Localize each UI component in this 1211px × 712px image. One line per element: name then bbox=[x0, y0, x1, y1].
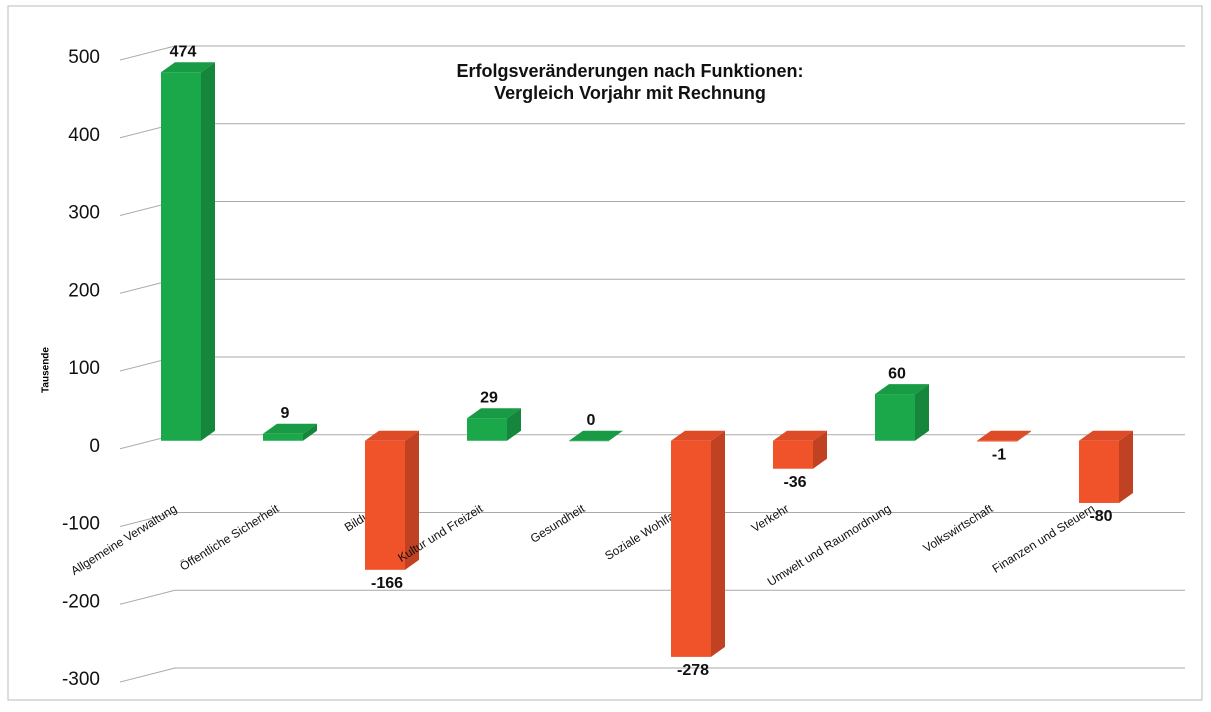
bar-front bbox=[1079, 440, 1119, 503]
y-tick-label: 500 bbox=[68, 47, 100, 68]
bar bbox=[569, 430, 623, 442]
y-axis-label: Tausende bbox=[41, 347, 52, 393]
grid-line-depth bbox=[119, 589, 176, 605]
value-label: 60 bbox=[888, 365, 906, 382]
x-tick-label: Volkswirtschaft bbox=[921, 501, 996, 555]
bar-side bbox=[915, 384, 929, 441]
x-tick-label: Gesundheit bbox=[528, 501, 588, 546]
chart-title: Erfolgsveränderungen nach Funktionen: bbox=[456, 61, 803, 81]
bar-top bbox=[569, 430, 623, 441]
bar bbox=[365, 430, 419, 570]
value-label: -278 bbox=[677, 662, 709, 679]
bar-front bbox=[977, 440, 1017, 442]
bar-side bbox=[1017, 430, 1031, 442]
value-label: -80 bbox=[1089, 508, 1112, 525]
y-tick-label: -300 bbox=[62, 669, 100, 690]
value-label: 9 bbox=[281, 405, 290, 422]
bar bbox=[977, 430, 1031, 442]
y-tick-label: 100 bbox=[68, 358, 100, 379]
y-tick-label: 200 bbox=[68, 280, 100, 301]
bar-top bbox=[875, 384, 929, 395]
bar-side bbox=[201, 62, 215, 441]
bar bbox=[1079, 430, 1133, 503]
grid-line-depth bbox=[119, 512, 176, 527]
bar-side bbox=[405, 430, 419, 570]
bar bbox=[161, 62, 215, 441]
bar-front bbox=[671, 440, 711, 657]
bar-side bbox=[813, 430, 827, 469]
bar-top bbox=[161, 62, 215, 73]
bar-front bbox=[161, 72, 201, 441]
y-tick-label: -100 bbox=[62, 514, 100, 535]
bar-top bbox=[467, 408, 521, 419]
bar bbox=[671, 430, 725, 657]
grid-line-depth bbox=[119, 45, 176, 61]
bar-top bbox=[1079, 430, 1133, 441]
x-tick-label: Öffentliche Sicherheit bbox=[177, 501, 282, 574]
bar-front bbox=[569, 440, 609, 442]
y-tick-label: 300 bbox=[68, 203, 100, 224]
bar bbox=[263, 423, 317, 441]
value-label: -1 bbox=[992, 447, 1006, 464]
y-tick-label: -200 bbox=[62, 591, 100, 612]
bar-side bbox=[1119, 430, 1133, 503]
value-label: -36 bbox=[783, 474, 806, 491]
value-label: 0 bbox=[587, 412, 596, 429]
bar-front bbox=[263, 433, 303, 441]
x-tick-label: Verkehr bbox=[749, 501, 791, 535]
value-label: 29 bbox=[480, 389, 498, 406]
bar-top bbox=[263, 423, 317, 434]
y-tick-label: 0 bbox=[89, 436, 100, 457]
bar-side bbox=[507, 408, 521, 441]
bar-side bbox=[303, 423, 317, 441]
bar-side bbox=[711, 430, 725, 657]
bar-top bbox=[977, 430, 1031, 441]
bar bbox=[875, 384, 929, 441]
grid-line-depth bbox=[119, 667, 176, 683]
bar-top bbox=[773, 430, 827, 441]
bar bbox=[467, 408, 521, 441]
value-label: 474 bbox=[170, 43, 197, 60]
value-label: -166 bbox=[371, 575, 403, 592]
bar-front bbox=[773, 440, 813, 469]
bar-front bbox=[875, 394, 915, 441]
chart-frame bbox=[7, 5, 1203, 701]
bar-front bbox=[365, 440, 405, 570]
y-tick-label: 400 bbox=[68, 125, 100, 146]
bar bbox=[773, 430, 827, 469]
chart-subtitle: Vergleich Vorjahr mit Rechnung bbox=[494, 83, 766, 103]
bar-top bbox=[671, 430, 725, 441]
bar-top bbox=[365, 430, 419, 441]
bar-front bbox=[467, 418, 507, 441]
